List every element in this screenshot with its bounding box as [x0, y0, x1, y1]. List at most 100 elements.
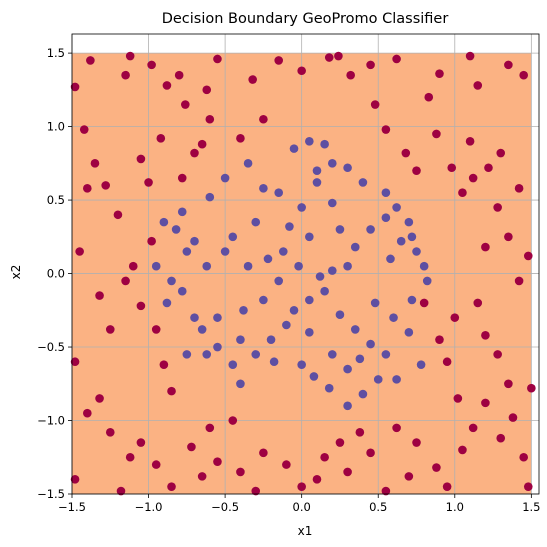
- outer-class-point: [412, 438, 421, 447]
- inner-class-point: [358, 389, 368, 399]
- outer-class-point: [190, 148, 199, 158]
- inner-class-point: [396, 236, 406, 246]
- x-axis-ticks: −1.5 −1.0 −0.5 0.0 0.5 1.0 1.5: [58, 494, 540, 514]
- outer-class-point: [259, 448, 268, 458]
- outer-class-point: [404, 472, 414, 481]
- outer-class-point: [335, 438, 345, 447]
- outer-class-point: [205, 114, 215, 124]
- outer-class-point: [136, 154, 146, 164]
- inner-class-point: [220, 173, 230, 183]
- inner-class-point: [355, 354, 365, 364]
- inner-class-point: [358, 178, 368, 187]
- chart-title: Decision Boundary GeoPromo Classifier: [162, 11, 449, 27]
- outer-class-point: [496, 433, 506, 443]
- outer-class-point: [282, 460, 291, 469]
- outer-class-point: [101, 181, 110, 190]
- outer-class-point: [125, 51, 135, 61]
- outer-class-point: [228, 416, 238, 425]
- outer-class-point: [248, 75, 257, 84]
- inner-class-point: [269, 357, 279, 367]
- plot-frame: [71, 33, 540, 495]
- inner-class-point: [297, 203, 306, 212]
- outer-class-point: [435, 335, 444, 344]
- inner-class-point: [305, 328, 314, 337]
- inner-class-point: [343, 364, 352, 374]
- outer-class-point: [83, 408, 92, 418]
- outer-class-point: [167, 386, 176, 396]
- inner-class-point: [259, 295, 268, 305]
- outer-class-point: [334, 51, 343, 61]
- outer-class-point: [324, 53, 334, 62]
- inner-class-point: [327, 198, 337, 208]
- x-tick-label: 1.0: [446, 500, 464, 514]
- inner-class-point: [343, 401, 352, 411]
- outer-class-point: [259, 114, 268, 124]
- outer-class-point: [473, 81, 483, 90]
- inner-class-point: [228, 232, 238, 242]
- inner-class-point: [167, 276, 176, 286]
- outer-class-point: [95, 291, 104, 300]
- inner-class-point: [320, 139, 329, 149]
- inner-class-point: [386, 254, 395, 264]
- inner-class-point: [366, 225, 375, 234]
- outer-class-point: [523, 251, 533, 261]
- outer-class-point: [151, 325, 161, 334]
- inner-class-point: [343, 261, 352, 271]
- plot-area: [70, 33, 540, 496]
- outer-class-point: [147, 236, 156, 246]
- outer-class-point: [435, 69, 444, 78]
- outer-class-point: [205, 423, 215, 433]
- data-points: [70, 51, 536, 496]
- inner-class-point: [373, 375, 383, 384]
- outer-class-point: [136, 301, 146, 311]
- outer-class-point: [392, 54, 401, 64]
- outer-class-point: [514, 184, 524, 193]
- outer-class-point: [484, 163, 493, 173]
- outer-class-point: [197, 139, 207, 149]
- inner-class-point: [259, 184, 268, 193]
- outer-class-point: [343, 467, 352, 477]
- inner-class-point: [274, 188, 284, 198]
- outer-class-point: [523, 482, 533, 491]
- outer-class-point: [504, 60, 513, 70]
- outer-class-point: [159, 360, 169, 369]
- y-tick-label: −1.0: [37, 414, 65, 428]
- outer-class-point: [453, 394, 463, 403]
- inner-class-point: [202, 350, 212, 359]
- inner-class-point: [320, 286, 329, 296]
- inner-class-point: [422, 276, 432, 286]
- inner-class-point: [251, 217, 261, 227]
- outer-class-point: [197, 472, 207, 481]
- outer-class-point: [90, 159, 100, 168]
- inner-class-point: [213, 313, 222, 322]
- inner-class-point: [392, 203, 401, 212]
- outer-class-point: [514, 276, 524, 286]
- inner-class-point: [327, 266, 337, 275]
- outer-class-point: [346, 70, 355, 80]
- inner-class-point: [327, 350, 337, 359]
- y-tick-label: 0.5: [47, 193, 65, 207]
- inner-class-point: [177, 207, 187, 217]
- outer-class-point: [181, 100, 190, 109]
- outer-class-point: [202, 85, 212, 95]
- inner-class-point: [312, 178, 322, 187]
- inner-class-point: [407, 232, 417, 242]
- inner-class-point: [305, 232, 314, 242]
- outer-class-point: [251, 486, 261, 496]
- outer-class-point: [481, 242, 490, 252]
- inner-class-point: [213, 342, 222, 352]
- inner-class-point: [305, 136, 314, 146]
- inner-class-point: [412, 247, 421, 256]
- y-tick-label: 1.5: [47, 46, 65, 60]
- y-tick-label: 1.0: [47, 120, 65, 134]
- inner-class-point: [159, 217, 169, 227]
- inner-class-point: [182, 247, 192, 256]
- x-tick-label: −1.5: [58, 500, 86, 514]
- outer-class-point: [432, 463, 441, 472]
- y-tick-label: 0.0: [47, 267, 65, 281]
- outer-class-point: [156, 134, 166, 143]
- outer-class-point: [381, 486, 391, 496]
- inner-class-point: [282, 320, 291, 330]
- inner-class-point: [297, 360, 306, 369]
- outer-class-point: [151, 460, 161, 469]
